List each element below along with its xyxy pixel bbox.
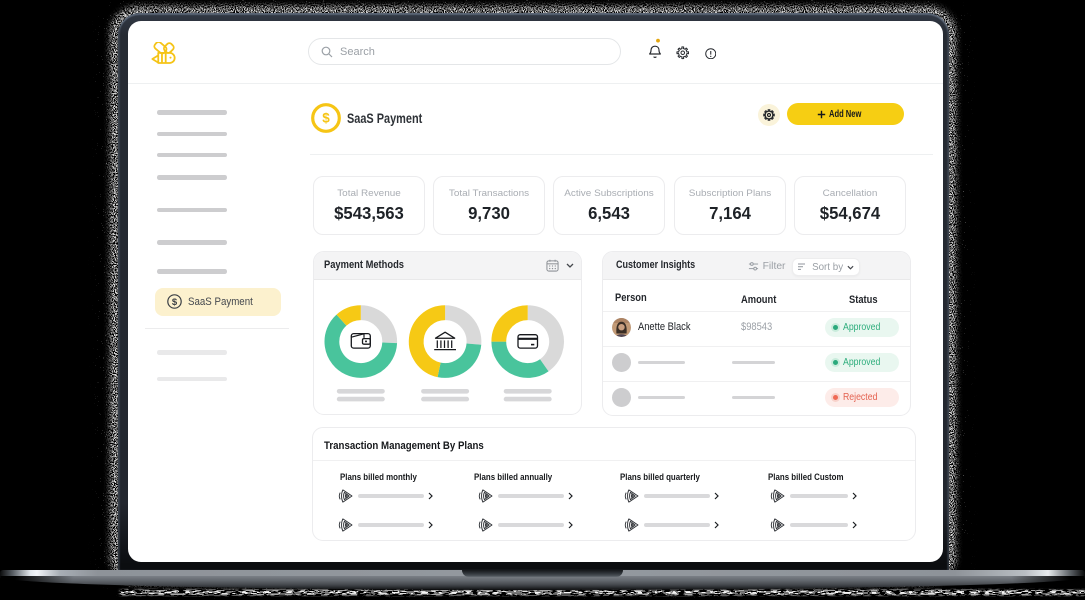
svg-text:$: $ (171, 297, 177, 308)
svg-text:$: $ (322, 111, 330, 126)
